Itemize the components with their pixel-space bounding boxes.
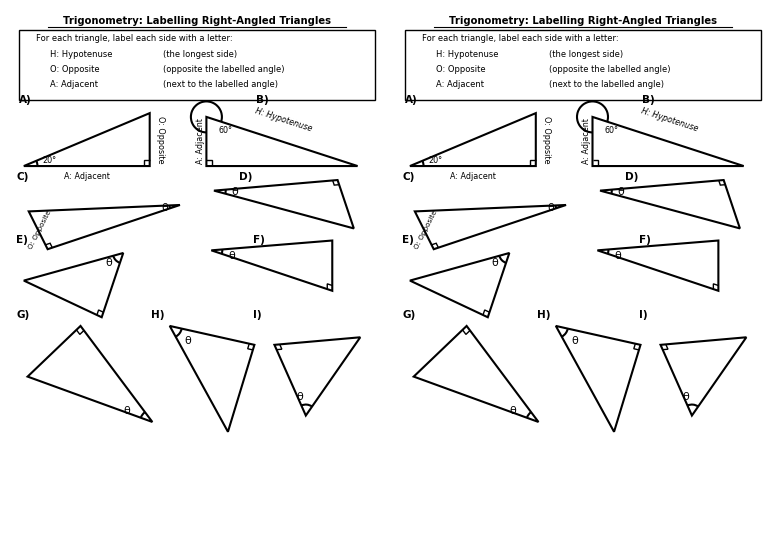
Text: A: Adjacent: A: Adjacent: [50, 80, 98, 89]
Text: 60°: 60°: [605, 126, 619, 135]
Text: θ: θ: [491, 258, 498, 268]
Text: D): D): [625, 172, 638, 182]
Text: A: Adjacent: A: Adjacent: [583, 119, 591, 164]
Text: θ: θ: [296, 393, 303, 402]
Text: For each triangle, label each side with a letter:: For each triangle, label each side with …: [423, 33, 619, 43]
Text: O: Opposite: O: Opposite: [156, 116, 165, 163]
Text: O: Opposite: O: Opposite: [50, 65, 99, 74]
Text: F): F): [639, 235, 651, 245]
Text: H: Hypotenuse: H: Hypotenuse: [254, 106, 314, 133]
Text: Trigonometry: Labelling Right-Angled Triangles: Trigonometry: Labelling Right-Angled Tri…: [63, 16, 331, 26]
FancyBboxPatch shape: [392, 3, 775, 537]
Text: C): C): [402, 172, 415, 182]
Text: H): H): [537, 310, 551, 320]
Text: θ: θ: [105, 258, 112, 268]
Text: Trigonometry: Labelling Right-Angled Triangles: Trigonometry: Labelling Right-Angled Tri…: [449, 16, 717, 26]
Text: θ: θ: [614, 251, 621, 261]
Text: O: Opposite: O: Opposite: [435, 65, 485, 74]
Text: C): C): [16, 172, 29, 182]
Text: θ: θ: [228, 251, 235, 261]
Text: G): G): [16, 310, 30, 320]
Text: O: Opposite: O: Opposite: [413, 209, 438, 249]
Text: H: Hypotenuse: H: Hypotenuse: [435, 50, 498, 59]
Text: θ: θ: [123, 407, 130, 416]
Text: θ: θ: [617, 187, 624, 197]
Text: θ: θ: [571, 336, 578, 346]
Text: θ: θ: [231, 187, 238, 197]
Text: 20°: 20°: [43, 156, 57, 165]
Text: (next to the labelled angle): (next to the labelled angle): [163, 80, 278, 89]
Text: (the longest side): (the longest side): [163, 50, 237, 59]
Text: F): F): [253, 235, 264, 245]
Text: O: Opposite: O: Opposite: [542, 116, 551, 163]
Text: B): B): [642, 95, 654, 105]
Text: I): I): [639, 310, 647, 320]
Text: θ: θ: [509, 407, 516, 416]
Text: H: Hypotenuse: H: Hypotenuse: [640, 106, 700, 133]
Text: D): D): [239, 172, 252, 182]
Text: G): G): [402, 310, 416, 320]
Text: A: Adjacent: A: Adjacent: [451, 172, 496, 181]
Text: (opposite the labelled angle): (opposite the labelled angle): [163, 65, 285, 74]
Text: 60°: 60°: [219, 126, 233, 135]
Text: H: Hypotenuse: H: Hypotenuse: [50, 50, 112, 59]
Bar: [19, 30, 375, 100]
Text: 20°: 20°: [429, 156, 443, 165]
Text: B): B): [256, 95, 268, 105]
Text: A: Adjacent: A: Adjacent: [197, 119, 205, 164]
Text: For each triangle, label each side with a letter:: For each triangle, label each side with …: [37, 33, 233, 43]
Text: A): A): [19, 95, 31, 105]
Text: A: Adjacent: A: Adjacent: [435, 80, 484, 89]
Text: (opposite the labelled angle): (opposite the labelled angle): [549, 65, 671, 74]
Text: (next to the labelled angle): (next to the labelled angle): [549, 80, 664, 89]
FancyBboxPatch shape: [5, 3, 388, 537]
Text: θ: θ: [161, 204, 168, 213]
Text: E): E): [402, 235, 414, 245]
Text: H): H): [151, 310, 165, 320]
Text: E): E): [16, 235, 28, 245]
Bar: [405, 30, 761, 100]
Text: I): I): [253, 310, 261, 320]
Text: θ: θ: [547, 204, 554, 213]
Text: A): A): [405, 95, 417, 105]
Text: (the longest side): (the longest side): [549, 50, 623, 59]
Text: A: Adjacent: A: Adjacent: [65, 172, 110, 181]
Text: θ: θ: [185, 336, 192, 346]
Text: O: Opposite: O: Opposite: [27, 209, 52, 249]
Text: θ: θ: [682, 393, 689, 402]
